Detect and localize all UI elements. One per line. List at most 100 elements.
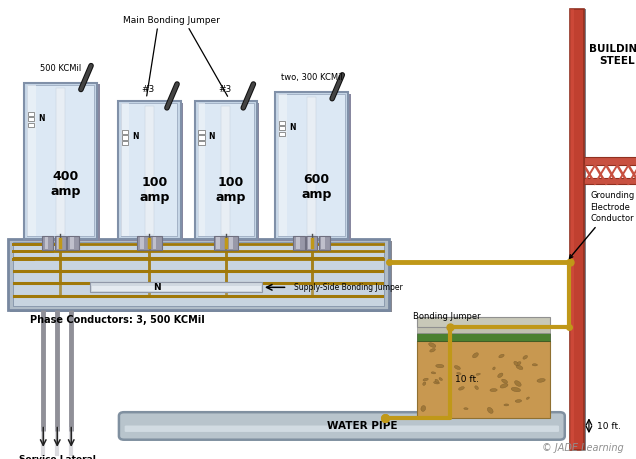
Ellipse shape: [537, 379, 545, 382]
Ellipse shape: [429, 343, 436, 347]
Bar: [572, 9, 586, 450]
Text: #3: #3: [142, 84, 155, 94]
Bar: [279, 126, 286, 130]
Text: N: N: [289, 123, 296, 132]
Bar: [321, 237, 325, 249]
Text: 500 KCMil: 500 KCMil: [40, 63, 81, 73]
Bar: [584, 178, 636, 184]
Text: 100
amp: 100 amp: [216, 176, 246, 205]
Text: N: N: [38, 114, 45, 123]
Bar: [27, 85, 94, 236]
Text: WATER PIPE: WATER PIPE: [328, 421, 398, 431]
Bar: [216, 237, 220, 249]
Bar: [92, 286, 261, 291]
Bar: [214, 236, 225, 250]
Bar: [121, 103, 129, 236]
Ellipse shape: [430, 348, 435, 352]
Bar: [221, 106, 230, 235]
Bar: [145, 106, 154, 235]
Text: Phase Conductors: 3, 500 KCMil: Phase Conductors: 3, 500 KCMil: [30, 315, 205, 325]
Text: N: N: [153, 283, 161, 292]
Ellipse shape: [500, 384, 508, 388]
Text: Bonding Jumper: Bonding Jumper: [413, 312, 481, 321]
Ellipse shape: [527, 397, 529, 399]
Bar: [70, 237, 74, 249]
Text: 600
amp: 600 amp: [301, 173, 332, 202]
Ellipse shape: [532, 364, 537, 366]
Bar: [45, 237, 48, 249]
Bar: [306, 236, 317, 250]
Bar: [229, 237, 233, 249]
Bar: [28, 117, 34, 121]
Ellipse shape: [499, 354, 504, 358]
Text: Supply-Side Bonding Jumper: Supply-Side Bonding Jumper: [294, 283, 403, 292]
Bar: [417, 333, 550, 341]
Ellipse shape: [457, 372, 461, 375]
Bar: [417, 341, 550, 418]
Ellipse shape: [434, 381, 439, 384]
Ellipse shape: [476, 373, 480, 375]
Bar: [55, 236, 66, 250]
Ellipse shape: [511, 387, 520, 392]
Bar: [90, 282, 262, 292]
Ellipse shape: [473, 353, 478, 358]
Ellipse shape: [498, 373, 503, 378]
Bar: [226, 236, 238, 250]
Ellipse shape: [439, 378, 443, 381]
Ellipse shape: [475, 386, 478, 390]
Bar: [195, 101, 257, 239]
Bar: [13, 242, 384, 306]
Bar: [279, 94, 287, 236]
Bar: [197, 103, 259, 241]
FancyBboxPatch shape: [119, 412, 565, 440]
Ellipse shape: [464, 408, 468, 409]
Ellipse shape: [435, 379, 438, 382]
Ellipse shape: [421, 406, 425, 411]
Bar: [121, 103, 177, 236]
Bar: [8, 239, 389, 310]
Bar: [277, 94, 351, 241]
Text: © JADE Learning: © JADE Learning: [541, 443, 623, 453]
Ellipse shape: [459, 386, 464, 390]
Bar: [28, 123, 34, 127]
Text: 10 ft.: 10 ft.: [455, 375, 480, 384]
Text: #3: #3: [218, 84, 231, 94]
Ellipse shape: [515, 400, 522, 403]
Bar: [122, 130, 128, 134]
Bar: [308, 237, 312, 249]
Bar: [570, 9, 584, 450]
Ellipse shape: [515, 381, 521, 386]
Ellipse shape: [504, 404, 509, 406]
Ellipse shape: [514, 361, 518, 365]
Bar: [198, 135, 205, 140]
Bar: [57, 237, 61, 249]
Ellipse shape: [431, 372, 436, 374]
Bar: [137, 236, 149, 250]
Text: Service Lateral: Service Lateral: [19, 455, 95, 459]
Bar: [122, 141, 128, 145]
Ellipse shape: [523, 355, 527, 359]
Ellipse shape: [516, 362, 521, 365]
Ellipse shape: [454, 365, 460, 369]
Bar: [27, 84, 99, 241]
Bar: [296, 237, 300, 249]
Bar: [24, 83, 97, 239]
Text: 10 ft.: 10 ft.: [597, 422, 621, 431]
Bar: [417, 317, 550, 327]
Bar: [417, 327, 550, 333]
Bar: [570, 9, 574, 450]
Text: 100
amp: 100 amp: [139, 176, 170, 205]
Bar: [279, 94, 345, 236]
Bar: [67, 236, 79, 250]
Text: BUILDING
STEEL: BUILDING STEEL: [589, 44, 636, 66]
Bar: [198, 130, 205, 134]
Bar: [279, 132, 286, 136]
Ellipse shape: [423, 382, 425, 386]
Bar: [56, 88, 65, 235]
Ellipse shape: [493, 367, 495, 370]
Bar: [150, 236, 162, 250]
Bar: [279, 121, 286, 125]
Bar: [140, 237, 144, 249]
Text: N: N: [209, 132, 215, 141]
Bar: [293, 236, 305, 250]
